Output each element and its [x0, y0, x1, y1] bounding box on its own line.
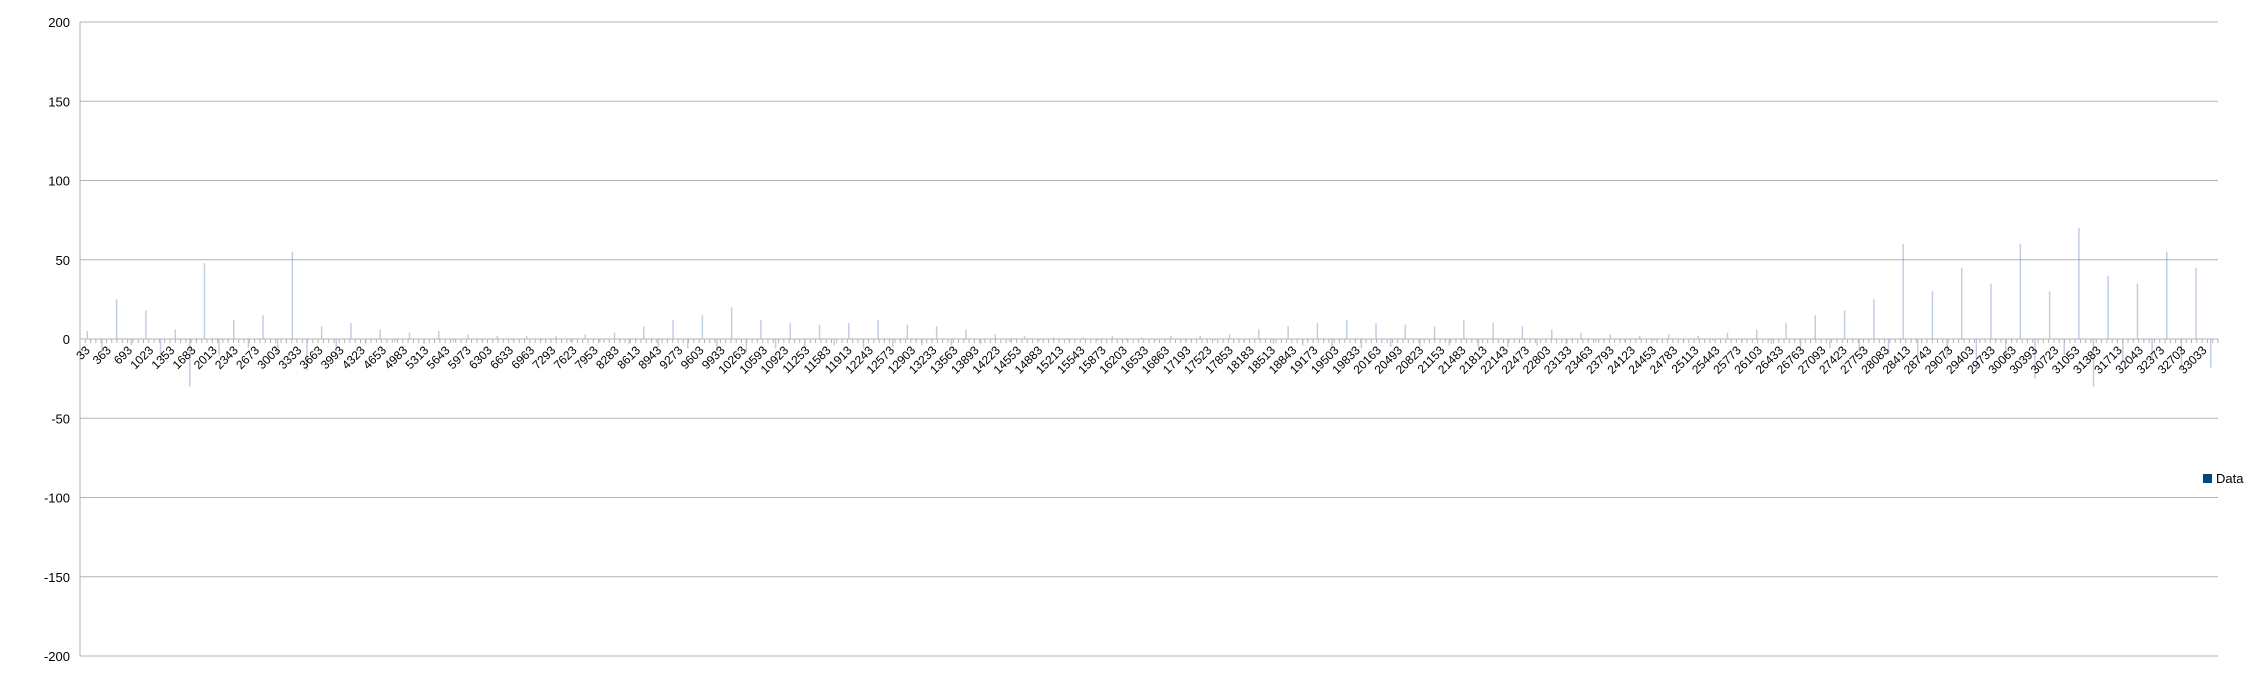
- legend-swatch: [2203, 474, 2212, 483]
- x-tick-label: 363: [90, 343, 114, 367]
- legend-label: Data: [2216, 471, 2244, 486]
- y-tick-label: 100: [48, 174, 70, 189]
- plot-area: [86, 228, 2212, 387]
- legend: Data: [2203, 471, 2244, 486]
- y-tick-label: 50: [56, 253, 70, 268]
- y-tick-label: 150: [48, 94, 70, 109]
- x-axis: 3336369310231353168320132343267330033333…: [73, 338, 2219, 377]
- y-tick-label: -100: [44, 491, 70, 506]
- y-axis: 200 150 100 50 0 -50 -100 -150 -200: [44, 15, 81, 664]
- y-tick-label: -200: [44, 649, 70, 664]
- y-tick-label: -50: [51, 411, 70, 426]
- y-tick-label: -150: [44, 570, 70, 585]
- y-tick-label: 200: [48, 15, 70, 30]
- x-tick-label: 33: [73, 343, 93, 363]
- y-tick-label: 0: [63, 332, 70, 347]
